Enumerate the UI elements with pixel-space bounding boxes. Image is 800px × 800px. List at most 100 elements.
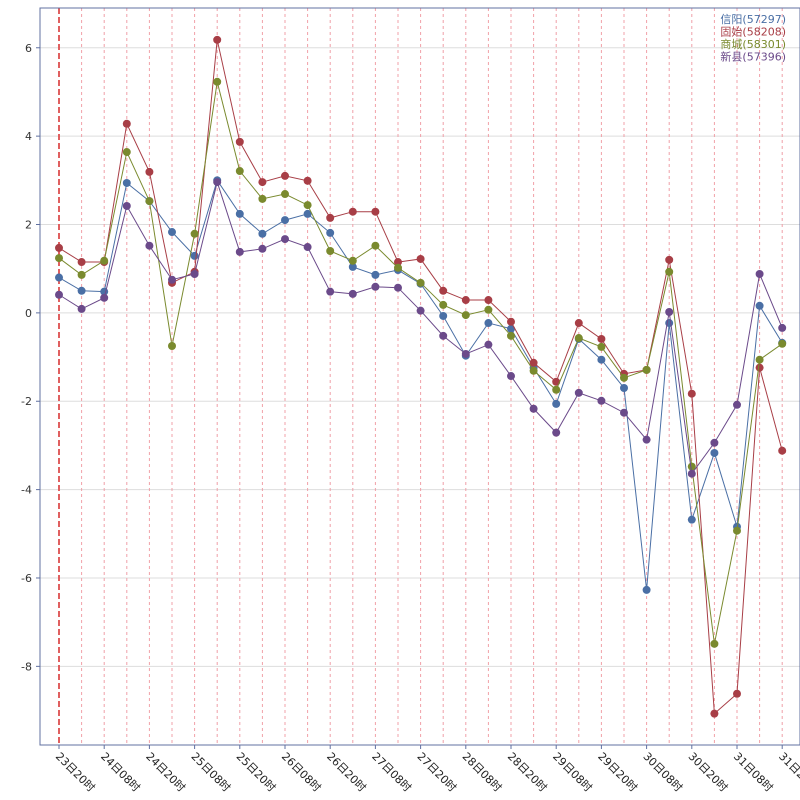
point bbox=[665, 255, 674, 264]
point bbox=[145, 197, 154, 206]
x-tick-label: 23日20时 bbox=[53, 750, 98, 795]
point bbox=[439, 286, 448, 295]
point bbox=[371, 241, 380, 250]
plot-area bbox=[40, 8, 800, 745]
point bbox=[55, 254, 63, 263]
point bbox=[100, 293, 109, 302]
y-tick-label: 0 bbox=[25, 307, 32, 320]
point bbox=[77, 304, 86, 313]
x-tick-label: 26日08时 bbox=[279, 750, 324, 795]
x-tick-label: 25日08时 bbox=[188, 750, 233, 795]
legend-label: 信阳(57297) bbox=[720, 13, 786, 26]
point bbox=[55, 243, 63, 252]
x-tick-label: 25日20时 bbox=[234, 750, 279, 795]
x-tick-label: 29日20时 bbox=[595, 750, 640, 795]
point bbox=[394, 283, 402, 292]
x-tick-label: 24日20时 bbox=[143, 750, 188, 795]
point bbox=[620, 373, 628, 382]
point bbox=[620, 408, 628, 417]
x-tick-label: 29日08时 bbox=[550, 750, 595, 795]
point bbox=[710, 639, 719, 648]
point bbox=[574, 334, 583, 343]
y-tick-label: -4 bbox=[21, 484, 32, 497]
y-tick-label: 6 bbox=[25, 42, 32, 55]
y-tick-label: 2 bbox=[25, 219, 32, 232]
point bbox=[665, 307, 674, 316]
point bbox=[258, 194, 267, 203]
point bbox=[507, 317, 515, 326]
point bbox=[484, 296, 493, 305]
point bbox=[597, 355, 606, 364]
point bbox=[461, 311, 470, 320]
point bbox=[642, 585, 651, 594]
point bbox=[484, 305, 493, 314]
point bbox=[439, 311, 448, 320]
point bbox=[484, 340, 493, 349]
point bbox=[439, 331, 448, 340]
point bbox=[687, 469, 696, 478]
plot-frame bbox=[39, 7, 800, 746]
point bbox=[235, 247, 244, 256]
point bbox=[733, 400, 741, 409]
point bbox=[281, 171, 289, 180]
point bbox=[597, 396, 606, 405]
point bbox=[755, 269, 764, 278]
point bbox=[710, 709, 719, 718]
point bbox=[77, 270, 86, 279]
point bbox=[326, 228, 335, 237]
point bbox=[710, 448, 719, 457]
point bbox=[394, 258, 402, 267]
point bbox=[574, 319, 583, 328]
point bbox=[168, 275, 176, 284]
point bbox=[552, 385, 561, 394]
x-tick-label: 31日20时 bbox=[776, 750, 800, 795]
point bbox=[755, 355, 764, 364]
point bbox=[642, 365, 651, 374]
point bbox=[190, 229, 199, 238]
point bbox=[416, 306, 425, 315]
point bbox=[77, 258, 86, 267]
point bbox=[461, 296, 470, 305]
point bbox=[348, 207, 357, 216]
point bbox=[778, 446, 787, 455]
point bbox=[529, 404, 538, 413]
y-tick-label: -6 bbox=[21, 572, 32, 585]
point bbox=[122, 148, 131, 157]
point bbox=[597, 334, 606, 343]
point bbox=[326, 213, 335, 222]
point bbox=[371, 282, 380, 291]
point bbox=[145, 167, 154, 176]
point bbox=[168, 342, 176, 351]
point bbox=[190, 251, 199, 260]
point bbox=[258, 178, 267, 187]
point bbox=[281, 235, 289, 244]
legend-label: 商城(58301) bbox=[720, 37, 786, 51]
point bbox=[122, 119, 131, 128]
y-tick-label: -8 bbox=[21, 660, 32, 673]
point bbox=[122, 201, 131, 210]
x-tick-label: 30日20时 bbox=[686, 750, 731, 795]
point bbox=[507, 372, 515, 381]
point bbox=[507, 324, 515, 333]
point bbox=[755, 301, 764, 310]
point bbox=[755, 363, 764, 372]
x-tick-label: 27日08时 bbox=[369, 750, 414, 795]
point bbox=[597, 342, 606, 351]
point bbox=[213, 178, 222, 187]
point bbox=[552, 428, 561, 437]
point bbox=[687, 389, 696, 398]
point bbox=[145, 241, 154, 250]
point bbox=[235, 137, 244, 146]
x-tick-label: 26日20时 bbox=[324, 750, 369, 795]
x-tick-label: 31日08时 bbox=[731, 750, 776, 795]
point bbox=[507, 331, 515, 340]
point bbox=[77, 286, 86, 295]
point bbox=[100, 256, 109, 265]
y-tick-label: 4 bbox=[25, 130, 32, 143]
point bbox=[778, 339, 787, 348]
point bbox=[687, 515, 696, 524]
x-tick-label: 28日20时 bbox=[505, 750, 550, 795]
point bbox=[213, 77, 222, 86]
legend-label: 固始(58208) bbox=[720, 25, 786, 39]
